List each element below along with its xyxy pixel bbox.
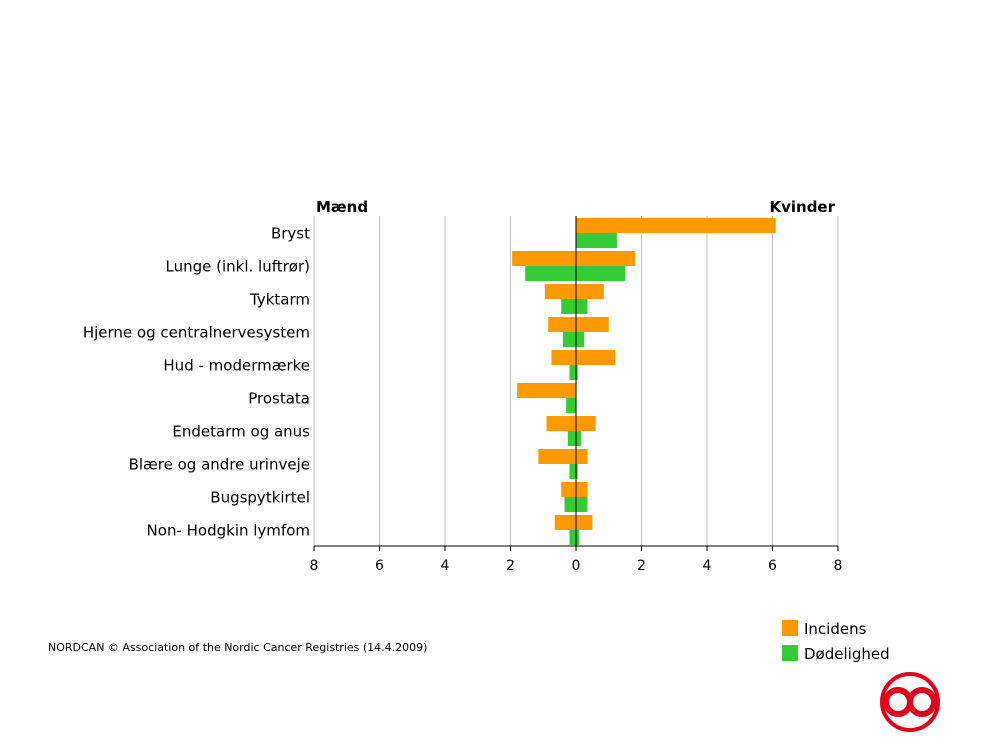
x-tick-label: 4: [441, 558, 450, 574]
bar-incidens-men: [544, 284, 576, 299]
left-header: Mænd: [316, 198, 368, 216]
bar-incidens-men: [561, 482, 576, 497]
category-label: Bryst: [271, 225, 310, 243]
bar-dodelighed-men: [564, 497, 576, 512]
category-label: Hud - modermærke: [163, 357, 310, 375]
x-tick-label: 2: [506, 558, 515, 574]
axes: [313, 216, 839, 551]
bar-incidens-men: [551, 350, 576, 365]
bar-dodelighed-women: [576, 365, 578, 380]
legend-label-incidens: Incidens: [804, 620, 867, 638]
bar-incidens-women: [576, 482, 588, 497]
bar-dodelighed-women: [576, 530, 580, 545]
x-tick-label: 6: [768, 558, 777, 574]
source-credit: NORDCAN © Association of the Nordic Canc…: [48, 641, 427, 654]
nordcan-logo-icon: [880, 672, 940, 732]
category-label: Blære og andre urinveje: [129, 456, 310, 474]
category-label: Tyktarm: [249, 291, 310, 309]
right-header: Kvinder: [769, 198, 835, 216]
bars: [512, 218, 776, 545]
bar-incidens-women: [576, 515, 593, 530]
legend-swatch-incidens: [782, 620, 798, 636]
x-tick-label: 6: [375, 558, 384, 574]
bar-dodelighed-women: [576, 464, 578, 479]
bar-incidens-women: [576, 284, 604, 299]
category-label: Bugspytkirtel: [210, 489, 310, 507]
bar-incidens-men: [517, 383, 576, 398]
bar-incidens-women: [576, 218, 776, 233]
legend-label-dodelighed: Dødelighed: [804, 645, 890, 663]
bar-dodelighed-men: [569, 365, 576, 380]
bar-dodelighed-women: [576, 233, 617, 248]
bar-dodelighed-men: [562, 332, 576, 347]
category-labels: Bryst Lunge (inkl. luftrør) Tyktarm Hjerne …: [83, 225, 310, 540]
category-label: Lunge (inkl. luftrør): [166, 258, 310, 276]
category-label: Endetarm og anus: [172, 423, 310, 441]
bar-dodelighed-men: [525, 266, 576, 281]
x-tick-label: 4: [703, 558, 712, 574]
bar-dodelighed-men: [569, 530, 576, 545]
grid-lines: [313, 216, 839, 546]
x-tick-label: 0: [572, 558, 581, 574]
bar-dodelighed-men: [569, 464, 576, 479]
x-tick-label: 8: [834, 558, 843, 574]
legend-swatch-dodelighed: [782, 645, 798, 661]
bar-dodelighed-women: [576, 497, 588, 512]
legend: Incidens Dødelighed: [782, 620, 890, 663]
bar-incidens-men: [546, 416, 576, 431]
bar-dodelighed-women: [576, 332, 585, 347]
bar-incidens-men: [548, 317, 576, 332]
bar-incidens-men: [512, 251, 576, 266]
bar-dodelighed-men: [566, 398, 576, 413]
category-label: Hjerne og centralnervesystem: [83, 324, 310, 342]
bar-incidens-women: [576, 416, 596, 431]
bar-dodelighed-men: [567, 431, 576, 446]
bar-dodelighed-women: [576, 299, 588, 314]
x-tick-label: 8: [310, 558, 319, 574]
bar-dodelighed-women: [576, 266, 626, 281]
category-label: Prostata: [248, 390, 310, 408]
x-tick-label: 2: [637, 558, 646, 574]
x-tick-labels: 8 6 4 2 0 2 4 6 8: [310, 558, 843, 574]
bar-incidens-women: [576, 350, 616, 365]
bar-dodelighed-men: [561, 299, 576, 314]
bar-dodelighed-women: [576, 431, 581, 446]
bar-incidens-men: [554, 515, 576, 530]
bar-incidens-women: [576, 251, 635, 266]
category-label: Non- Hodgkin lymfom: [147, 522, 310, 540]
bar-incidens-women: [576, 449, 588, 464]
bar-incidens-men: [538, 449, 576, 464]
bar-incidens-women: [576, 317, 609, 332]
